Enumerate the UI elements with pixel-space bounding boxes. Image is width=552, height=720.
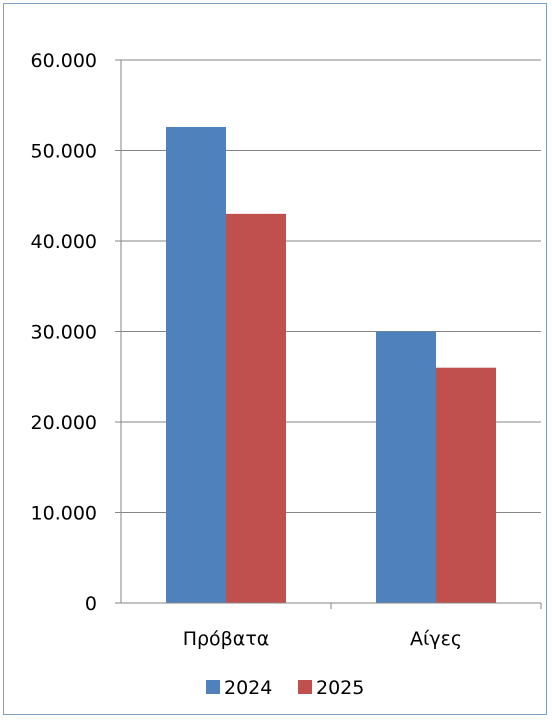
y-tick-label-2: 20.000	[31, 412, 97, 434]
x-tick-label-0: Πρόβατα	[183, 628, 270, 650]
legend-label-2025: 2025	[316, 677, 364, 699]
legend-label-2024: 2024	[224, 677, 272, 699]
y-tick-label-5: 50.000	[31, 141, 97, 163]
legend: 2024 2025	[206, 677, 364, 699]
x-tick-labels: Πρόβατα Αίγες	[183, 628, 462, 650]
y-tick-label-6: 60.000	[31, 50, 97, 72]
y-tick-label-4: 40.000	[31, 231, 97, 253]
legend-swatch-2025	[298, 680, 312, 694]
y-tick-labels: 0 10.000 20.000 30.000 40.000 50.000 60.000	[31, 50, 97, 615]
bar-2025-0	[226, 213, 286, 603]
bars	[166, 126, 496, 603]
y-tick-label-1: 10.000	[31, 503, 97, 525]
bar-2024-1	[376, 331, 436, 603]
y-tick-label-3: 30.000	[31, 322, 97, 344]
x-tick-label-1: Αίγες	[410, 628, 462, 650]
axes	[115, 59, 542, 609]
legend-swatch-2024	[206, 680, 220, 694]
bar-2024-0	[166, 126, 226, 603]
y-tick-label-0: 0	[85, 593, 97, 615]
bar-2025-1	[436, 367, 496, 603]
